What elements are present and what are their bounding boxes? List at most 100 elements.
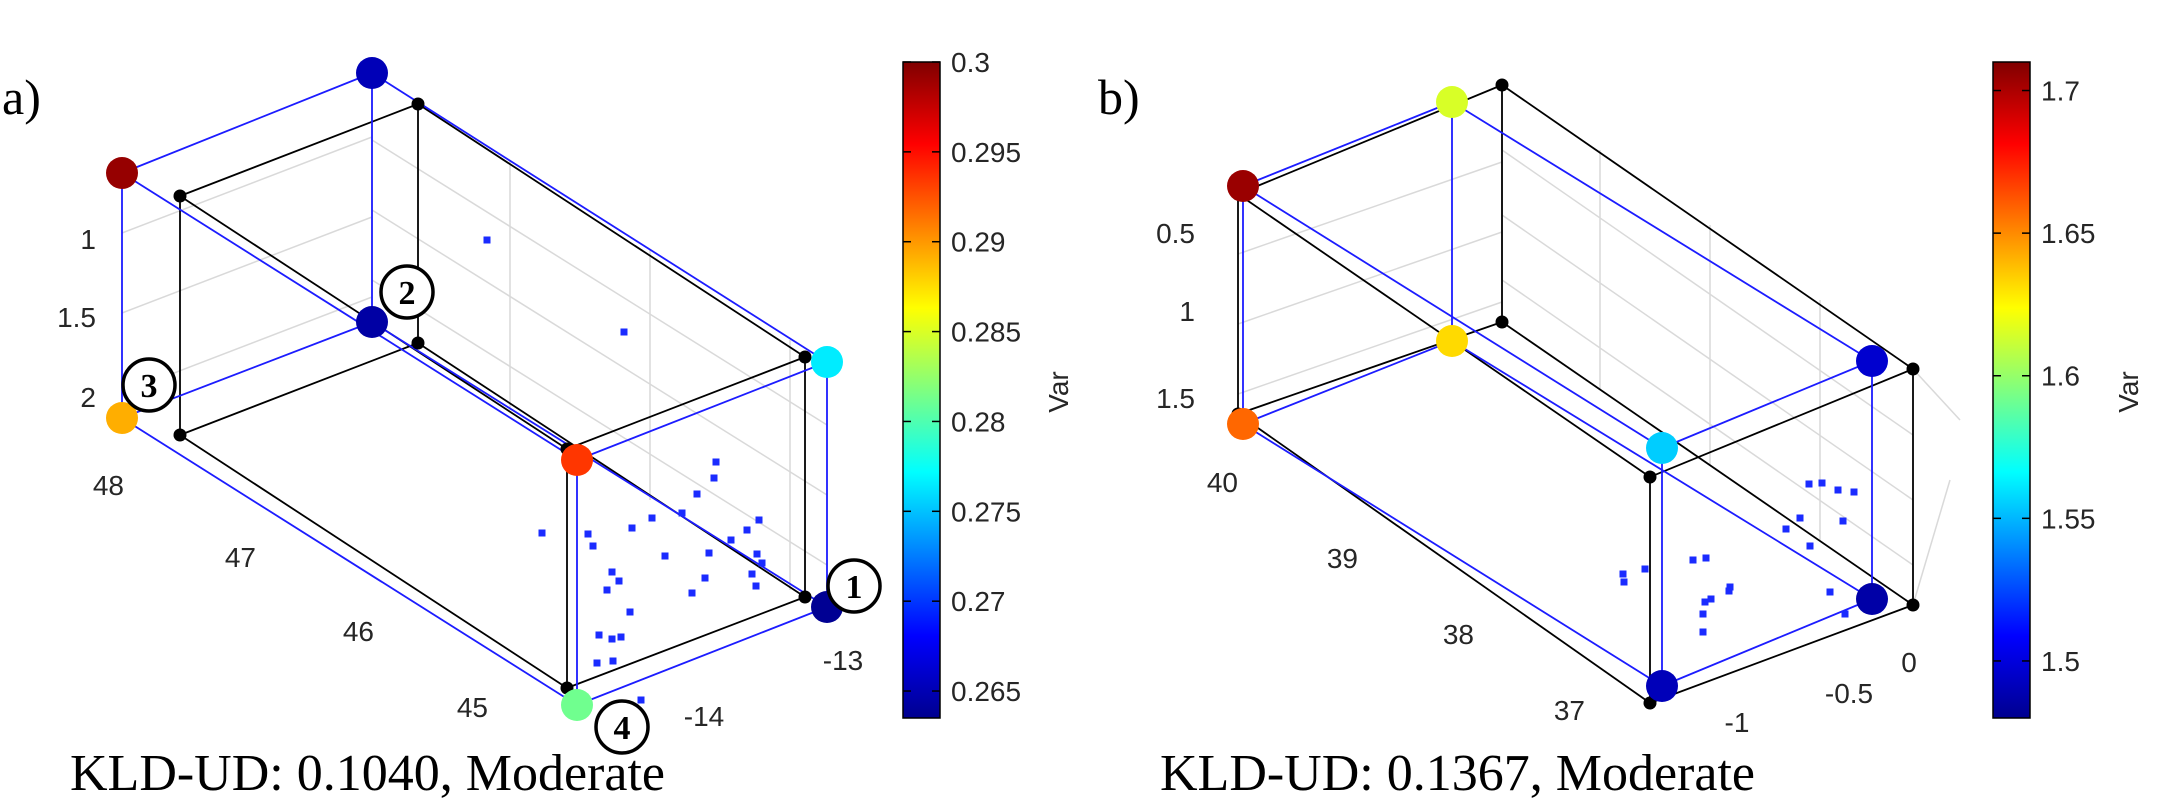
black-box-edge — [1649, 368, 1914, 478]
vertex-b-bottom-back-right — [1436, 325, 1468, 357]
vertex-a-top-front-left — [561, 444, 593, 476]
data-point — [1707, 595, 1715, 603]
panel-a-ticks: 1 1.5 2 45 46 47 48 -14 -13 — [57, 224, 863, 732]
data-point — [1841, 610, 1849, 618]
black-box-edge — [417, 342, 806, 598]
vertex-b-bottom-front-left — [1646, 670, 1678, 702]
data-point — [609, 657, 617, 665]
black-corner-dot — [1643, 696, 1657, 710]
colorbar-tick-label: 0.265 — [951, 676, 1021, 707]
data-point — [538, 529, 546, 537]
data-point — [1806, 542, 1814, 550]
data-point — [1796, 514, 1804, 522]
black-box-edge — [1501, 321, 1914, 606]
vertex-a-bottom-front-left — [561, 689, 593, 721]
gridline — [121, 136, 373, 234]
colorbar-tick-label: 0.285 — [951, 317, 1021, 348]
data-point — [710, 474, 718, 482]
panel-b-colorbar-label: Var — [2113, 371, 2144, 413]
data-point — [1702, 554, 1710, 562]
colorbar-tick-label: 1.5 — [2041, 646, 2080, 677]
data-point — [753, 550, 761, 558]
panel-b: b) 0.5 1 1.5 37 38 39 40 -1 -0.5 0 1.7 1.65 1.6 1.55… — [1098, 61, 2144, 802]
data-point — [1805, 480, 1813, 488]
data-point — [584, 530, 592, 538]
axis-z-tick: 1 — [80, 224, 96, 255]
panel-b-wireframe — [1231, 78, 1920, 710]
panel-b-colorbar: 1.7 1.65 1.6 1.55 1.5 Var — [1992, 61, 2144, 719]
black-corner-dot — [173, 428, 187, 442]
black-box-edge — [179, 434, 568, 689]
axis-x-tick: -14 — [684, 701, 724, 732]
blue-box-edge — [1661, 360, 1873, 449]
vertex-a-top-back-left — [106, 157, 138, 189]
data-point — [701, 574, 709, 582]
data-point — [637, 696, 645, 704]
gridline — [371, 279, 828, 566]
black-corner-dot — [798, 590, 812, 604]
data-point — [688, 589, 696, 597]
data-point — [661, 552, 669, 560]
blue-box-edge — [1242, 101, 1453, 187]
black-box-edge — [566, 356, 806, 450]
axis-y-tick: 40 — [1207, 467, 1238, 498]
data-point — [595, 631, 603, 639]
gridline — [1501, 279, 1914, 566]
panel-a-colorbar-gradient — [902, 61, 941, 719]
gridline — [1237, 161, 1503, 255]
data-point — [589, 542, 597, 550]
black-corner-dot — [1495, 78, 1509, 92]
data-point — [1782, 525, 1790, 533]
marker-1-ring — [826, 558, 882, 614]
blue-box-edge — [1451, 101, 1873, 362]
data-point — [1619, 570, 1627, 578]
marker-4-label: 4 — [614, 710, 631, 747]
panel-a-wireframe — [121, 72, 828, 706]
data-point — [648, 514, 656, 522]
data-point — [1689, 556, 1697, 564]
panel-b-vertices — [1227, 86, 1888, 702]
axis-y-tick: 38 — [1443, 619, 1474, 650]
blue-box-edge — [1242, 423, 1663, 687]
data-point — [1839, 517, 1847, 525]
data-point — [1850, 488, 1858, 496]
gridline — [1237, 231, 1503, 325]
data-point — [1699, 628, 1707, 636]
axis-x-tick: 0 — [1901, 647, 1917, 678]
axis-z-tick: 2 — [80, 382, 96, 413]
gridline — [1912, 479, 1951, 606]
data-point — [1701, 598, 1709, 606]
blue-box-edge — [1242, 340, 1453, 425]
data-point — [1834, 486, 1842, 494]
blue-box-edge — [576, 361, 828, 461]
data-point — [755, 516, 763, 524]
marker-4-ring — [594, 699, 650, 755]
marker-2-label: 2 — [399, 275, 416, 312]
colorbar-tick-label: 0.295 — [951, 137, 1021, 168]
data-point — [1826, 588, 1834, 596]
panel-a-colorbar-label: Var — [1043, 371, 1074, 413]
panel-a-caption: KLD-UD: 0.1040, Moderate — [70, 745, 665, 802]
panel-b-ticks: 0.5 1 1.5 37 38 39 40 -1 -0.5 0 — [1156, 218, 1917, 738]
vertex-b-top-front-right — [1856, 345, 1888, 377]
panel-a-colorbar: 0.3 0.295 0.29 0.285 0.28 0.275 0.27 0.265 Var — [902, 47, 1074, 719]
data-point — [1641, 565, 1649, 573]
axis-y-tick: 45 — [457, 692, 488, 723]
data-point — [1725, 587, 1733, 595]
colorbar-tick-label: 0.275 — [951, 496, 1021, 527]
colorbar-tick-label: 1.7 — [2041, 76, 2080, 107]
data-point — [608, 568, 616, 576]
data-point — [603, 586, 611, 594]
data-point — [615, 577, 623, 585]
data-point — [617, 633, 625, 641]
data-point — [628, 524, 636, 532]
data-point — [748, 570, 756, 578]
black-corner-dot — [798, 350, 812, 364]
panel-a: a) 1 1.5 2 45 46 47 48 -14 -13 1 2 3 4 0.3 0.295 0.29… — [2, 47, 1074, 802]
axis-z-tick: 0.5 — [1156, 218, 1195, 249]
panel-a-label: a) — [2, 69, 41, 125]
axis-z-tick: 1 — [1179, 296, 1195, 327]
axis-x-tick: -1 — [1725, 707, 1750, 738]
black-corner-dot — [1906, 598, 1920, 612]
